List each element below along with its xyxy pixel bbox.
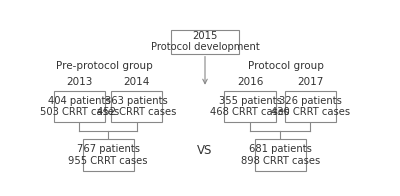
Text: 2013: 2013 xyxy=(66,77,93,87)
Text: 404 patients
503 CRRT cases: 404 patients 503 CRRT cases xyxy=(40,96,119,117)
FancyBboxPatch shape xyxy=(285,91,336,122)
FancyBboxPatch shape xyxy=(171,30,239,54)
Text: VS: VS xyxy=(197,144,213,157)
FancyBboxPatch shape xyxy=(255,139,306,171)
Text: 2014: 2014 xyxy=(124,77,150,87)
FancyBboxPatch shape xyxy=(224,91,276,122)
Text: 326 patients
430 CRRT cases: 326 patients 430 CRRT cases xyxy=(271,96,350,117)
Text: Protocol group: Protocol group xyxy=(248,61,324,71)
Text: 2015
Protocol development: 2015 Protocol development xyxy=(151,31,259,53)
FancyBboxPatch shape xyxy=(82,139,134,171)
Text: 2016: 2016 xyxy=(237,77,263,87)
Text: 681 patients
898 CRRT cases: 681 patients 898 CRRT cases xyxy=(240,144,320,166)
Text: 767 patients
955 CRRT cases: 767 patients 955 CRRT cases xyxy=(68,144,148,166)
Text: 363 patients
452 CRRT cases: 363 patients 452 CRRT cases xyxy=(97,96,176,117)
FancyBboxPatch shape xyxy=(54,91,105,122)
Text: Pre-protocol group: Pre-protocol group xyxy=(56,61,153,71)
Text: 355 patients
468 CRRT cases: 355 patients 468 CRRT cases xyxy=(210,96,290,117)
Text: 2017: 2017 xyxy=(297,77,324,87)
FancyBboxPatch shape xyxy=(111,91,162,122)
